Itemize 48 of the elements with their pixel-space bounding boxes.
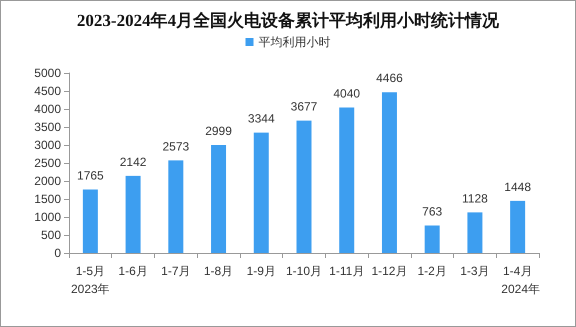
data-label: 3677 <box>290 100 318 114</box>
y-tick-label: 2000 <box>34 174 62 188</box>
data-label: 1448 <box>504 180 532 194</box>
bar <box>382 92 397 253</box>
chart-title: 2023-2024年4月全国火电设备累计平均利用小时统计情况 <box>76 11 500 30</box>
x-tick-label: 1-11月 <box>329 264 364 278</box>
x-tick-label: 1-10月 <box>286 264 322 278</box>
bar <box>296 120 312 253</box>
x-tick-label: 1-9月 <box>246 264 276 278</box>
text: 2023年 <box>71 282 110 296</box>
bar <box>254 132 269 253</box>
text: 2024年 <box>501 282 540 296</box>
x-tick-label: 1-7月 <box>161 264 190 278</box>
data-label: 1128 <box>462 191 488 206</box>
y-tick-label: 3500 <box>34 120 62 134</box>
data-label: 4040 <box>333 86 360 101</box>
bar <box>82 189 98 253</box>
y-tick-label: 3000 <box>34 138 62 152</box>
y-tick-label: 1000 <box>34 210 62 224</box>
data-label: 2142 <box>120 154 147 169</box>
y-tick-label: 1500 <box>34 192 62 206</box>
x-tick-label: 1-8月 <box>204 264 234 278</box>
data-label: 3344 <box>248 112 275 126</box>
bar <box>424 226 440 253</box>
data-label: 2999 <box>205 124 232 138</box>
x-tick-label: 1-12月 <box>371 264 408 278</box>
data-label: 1765 <box>77 168 104 182</box>
bar <box>339 108 354 253</box>
y-tick-label: 5000 <box>34 66 62 80</box>
data-label: 4466 <box>376 71 404 86</box>
x-tick-label: 1-2月 <box>418 264 447 278</box>
x-tick-label: 1-5月 <box>76 264 106 278</box>
bar <box>168 160 184 253</box>
bar <box>211 145 226 253</box>
legend-label: 平均利用小时 <box>258 35 330 49</box>
y-tick-label: 500 <box>40 228 62 242</box>
bar <box>467 212 482 253</box>
bar <box>126 176 141 253</box>
bar <box>510 200 526 253</box>
y-tick-label: 0 <box>54 246 62 260</box>
y-tick-label: 4500 <box>34 84 62 98</box>
x-tick-label: 1-4月 <box>502 264 532 278</box>
y-tick-label: 2500 <box>34 156 62 170</box>
data-label: 763 <box>422 204 443 219</box>
data-label: 2573 <box>162 139 190 154</box>
x-tick-label: 1-3月 <box>460 264 490 278</box>
x-tick-label: 1-6月 <box>118 264 148 278</box>
y-tick-label: 4000 <box>34 102 62 116</box>
